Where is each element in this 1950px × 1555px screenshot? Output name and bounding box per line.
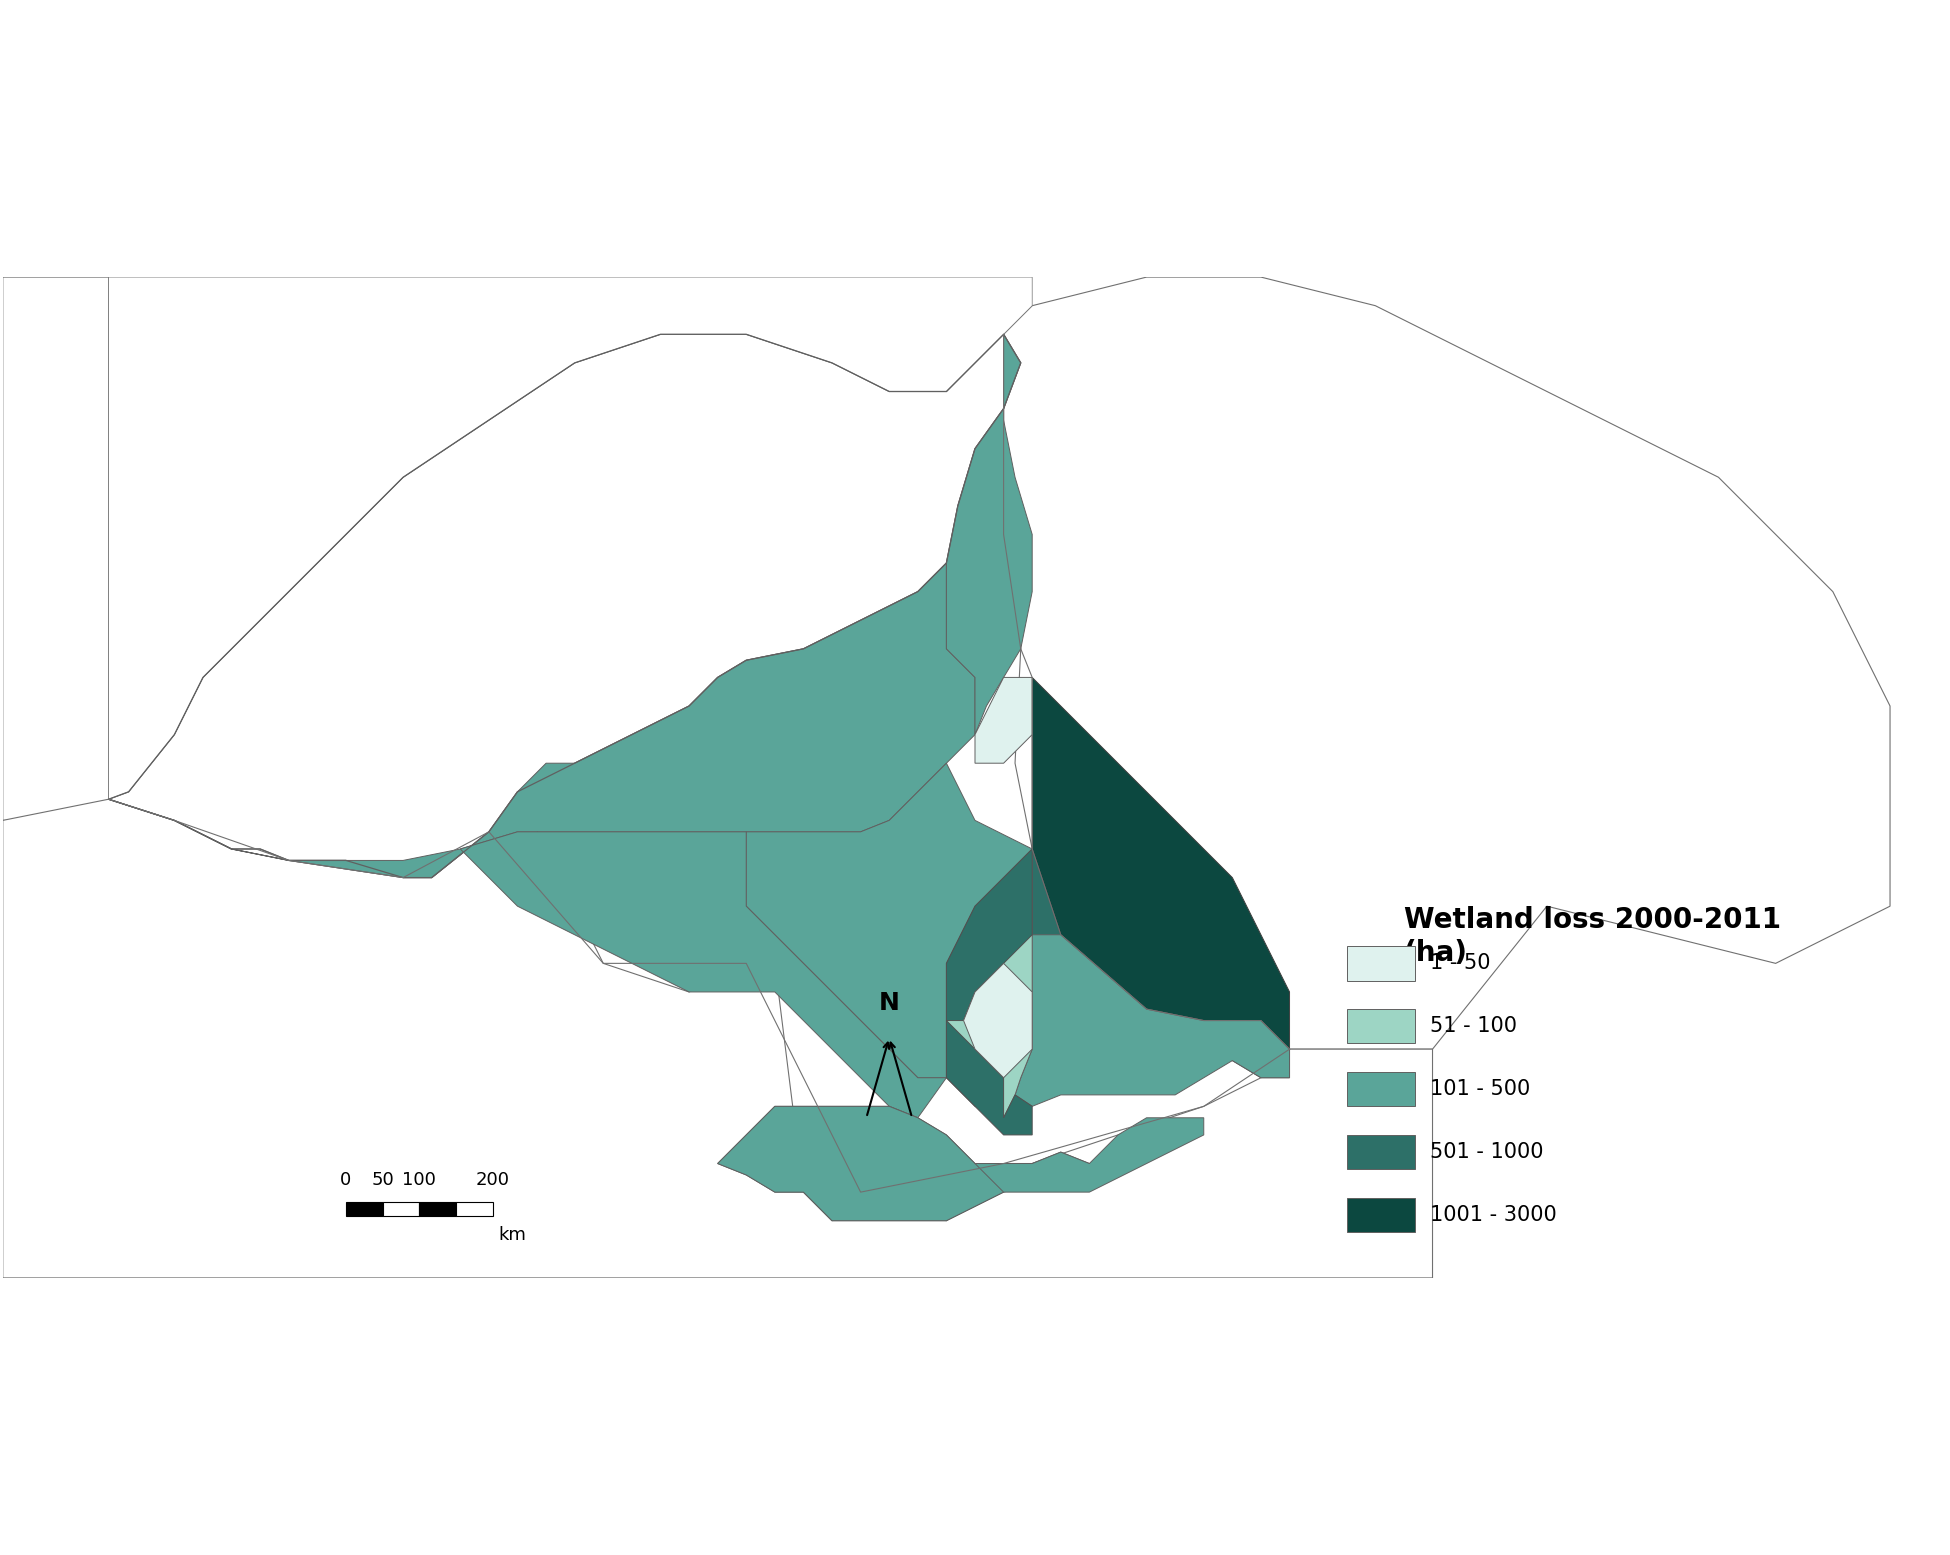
Polygon shape bbox=[1016, 935, 1289, 1106]
Polygon shape bbox=[109, 334, 1020, 877]
Bar bbox=[345, 1202, 382, 1216]
Polygon shape bbox=[975, 1118, 1203, 1193]
Polygon shape bbox=[946, 334, 1032, 734]
Bar bbox=[456, 1202, 493, 1216]
Polygon shape bbox=[946, 1020, 1032, 1135]
Polygon shape bbox=[2, 277, 109, 821]
Polygon shape bbox=[109, 277, 1032, 799]
Bar bbox=[1347, 1071, 1416, 1106]
Polygon shape bbox=[109, 563, 975, 877]
Text: N: N bbox=[879, 991, 899, 1015]
Polygon shape bbox=[946, 849, 1032, 1118]
Text: 1001 - 3000: 1001 - 3000 bbox=[1429, 1205, 1556, 1225]
Bar bbox=[1347, 1135, 1416, 1169]
Polygon shape bbox=[718, 1106, 1117, 1221]
Text: 200: 200 bbox=[476, 1171, 509, 1190]
Text: 101 - 500: 101 - 500 bbox=[1429, 1079, 1531, 1099]
Bar bbox=[382, 1202, 419, 1216]
Text: Wetland loss 2000-2011
(ha): Wetland loss 2000-2011 (ha) bbox=[1404, 907, 1780, 967]
Polygon shape bbox=[946, 849, 1032, 1020]
Polygon shape bbox=[2, 277, 1948, 1278]
Polygon shape bbox=[1032, 849, 1289, 1078]
Polygon shape bbox=[718, 1106, 1004, 1221]
Text: 100: 100 bbox=[402, 1171, 437, 1190]
Bar bbox=[1347, 945, 1416, 981]
Polygon shape bbox=[1032, 678, 1289, 1050]
Text: km: km bbox=[499, 1227, 526, 1244]
Text: 1 - 50: 1 - 50 bbox=[1429, 953, 1490, 973]
Polygon shape bbox=[747, 764, 1032, 1078]
Bar bbox=[1347, 1009, 1416, 1043]
Polygon shape bbox=[2, 791, 1433, 1278]
Text: 0: 0 bbox=[341, 1171, 351, 1190]
Polygon shape bbox=[975, 678, 1032, 764]
Bar bbox=[419, 1202, 456, 1216]
Polygon shape bbox=[1004, 277, 1890, 1050]
Text: 50: 50 bbox=[370, 1171, 394, 1190]
Bar bbox=[1347, 1197, 1416, 1232]
Text: 501 - 1000: 501 - 1000 bbox=[1429, 1141, 1542, 1162]
Polygon shape bbox=[963, 964, 1032, 1078]
Text: 51 - 100: 51 - 100 bbox=[1429, 1017, 1517, 1036]
Polygon shape bbox=[460, 832, 946, 1118]
